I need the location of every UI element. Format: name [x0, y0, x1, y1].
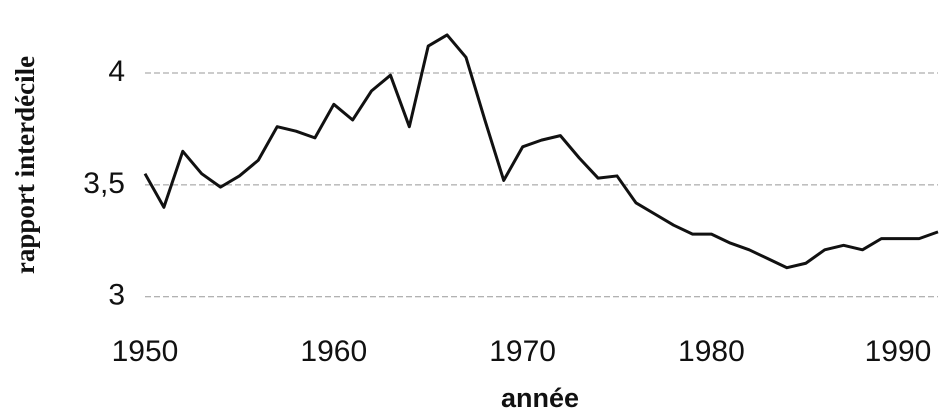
y-axis-label: rapport interdécile [10, 56, 40, 274]
x-tick-label: 1980 [678, 335, 745, 368]
x-tick-label: 1970 [489, 335, 556, 368]
x-tick-label: 1960 [300, 335, 367, 368]
y-tick-label: 3,5 [83, 167, 125, 200]
y-tick-label: 4 [108, 55, 125, 88]
x-tick-label: 1990 [865, 335, 932, 368]
x-axis-label: année [501, 383, 579, 413]
data-line [143, 33, 939, 270]
x-tick-label: 1950 [112, 335, 179, 368]
y-tick-label: 3 [108, 279, 125, 312]
